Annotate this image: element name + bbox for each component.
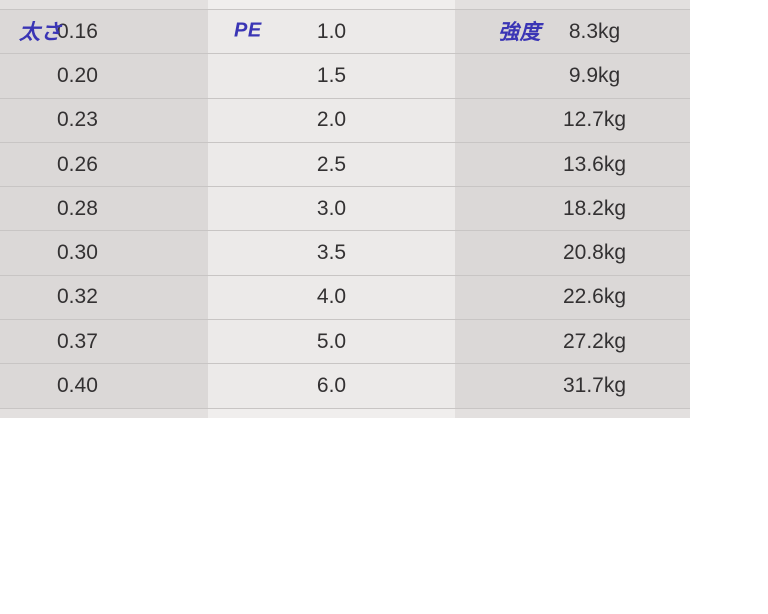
cell-value: 8.3kg [568, 19, 621, 43]
table-body: 太さ 0.16 PE 1.0 強度 8.3kg 0.20 1.5 9.9kg 0.23 2.0 12.… [0, 9, 690, 408]
pe-cell: 4.0 [208, 275, 455, 320]
cell-value: 0.26 [57, 152, 98, 176]
strength-cell: 31.7kg [455, 364, 690, 408]
cell-value: 22.6kg [562, 285, 627, 309]
pe-cell: 5.0 [208, 320, 455, 364]
thickness-header-label: 太さ [19, 20, 62, 44]
cell-value: 20.8kg [562, 241, 627, 265]
partial-cell [0, 408, 208, 418]
cell-value: 0.32 [57, 285, 98, 309]
partial-cell [0, 0, 208, 9]
thickness-cell: 0.26 [0, 142, 208, 187]
strength-cell: 13.6kg [455, 142, 690, 187]
cell-value: 27.2kg [562, 329, 627, 353]
thickness-cell: 0.20 [0, 54, 208, 98]
cell-value: 0.16 [57, 19, 98, 43]
table-row: 0.20 1.5 9.9kg [0, 53, 690, 98]
pe-cell: 3.5 [208, 231, 455, 275]
partial-cell [455, 408, 690, 418]
strength-header-label: 強度 [498, 20, 541, 44]
partial-cell [208, 0, 455, 9]
cell-value: 4.0 [316, 285, 347, 309]
table-row: 太さ 0.16 PE 1.0 強度 8.3kg [0, 9, 690, 54]
pe-cell: 1.5 [208, 54, 455, 98]
partial-cell [455, 0, 690, 9]
thickness-cell: 0.28 [0, 187, 208, 231]
strength-cell: 22.6kg [455, 275, 690, 320]
cell-value: 18.2kg [562, 196, 627, 220]
cell-value: 2.0 [316, 108, 347, 132]
thickness-cell: 太さ 0.16 [0, 10, 208, 54]
strength-cell: 18.2kg [455, 187, 690, 231]
cell-value: 0.20 [57, 63, 98, 87]
cell-value: 13.6kg [562, 152, 627, 176]
cell-value: 3.0 [316, 196, 347, 220]
strength-cell: 27.2kg [455, 320, 690, 364]
cell-value: 0.30 [57, 241, 98, 265]
cell-value: 0.40 [57, 374, 98, 398]
thickness-cell: 0.32 [0, 275, 208, 320]
cell-value: 1.0 [316, 19, 347, 43]
partial-row-bottom [0, 407, 690, 418]
cell-value: 0.28 [57, 196, 98, 220]
thickness-cell: 0.37 [0, 320, 208, 364]
table-row: 0.37 5.0 27.2kg [0, 319, 690, 364]
thickness-cell: 0.30 [0, 231, 208, 275]
cell-value: 1.5 [316, 63, 347, 87]
pe-header-label: PE [234, 19, 262, 42]
strength-cell: 12.7kg [455, 98, 690, 142]
cell-value: 2.5 [316, 152, 347, 176]
cell-value: 31.7kg [562, 374, 627, 398]
pe-cell: 6.0 [208, 364, 455, 408]
thickness-cell: 0.40 [0, 364, 208, 408]
cell-value: 5.0 [316, 329, 347, 353]
cell-value: 6.0 [316, 374, 347, 398]
cell-value: 3.5 [316, 241, 347, 265]
strength-cell: 9.9kg [455, 54, 690, 98]
cell-value: 0.23 [57, 108, 98, 132]
table-row: 0.30 3.5 20.8kg [0, 230, 690, 275]
strength-cell: 強度 8.3kg [455, 10, 690, 54]
pe-cell: 2.0 [208, 98, 455, 142]
table-row: 0.28 3.0 18.2kg [0, 186, 690, 231]
table-row: 0.26 2.5 13.6kg [0, 141, 690, 187]
partial-row-top [0, 0, 690, 9]
pe-cell: PE 1.0 [208, 10, 455, 54]
cell-value: 9.9kg [568, 63, 621, 87]
pe-cell: 2.5 [208, 142, 455, 187]
partial-cell [208, 408, 455, 418]
table-row: 0.23 2.0 12.7kg [0, 97, 690, 142]
cell-value: 0.37 [57, 329, 98, 353]
pe-cell: 3.0 [208, 187, 455, 231]
table-row: 0.32 4.0 22.6kg [0, 274, 690, 320]
table-row: 0.40 6.0 31.7kg [0, 363, 690, 408]
spec-table: 太さ 0.16 PE 1.0 強度 8.3kg 0.20 1.5 9.9kg 0.23 2.0 12.… [0, 0, 690, 418]
thickness-cell: 0.23 [0, 98, 208, 142]
strength-cell: 20.8kg [455, 231, 690, 275]
cell-value: 12.7kg [562, 108, 627, 132]
